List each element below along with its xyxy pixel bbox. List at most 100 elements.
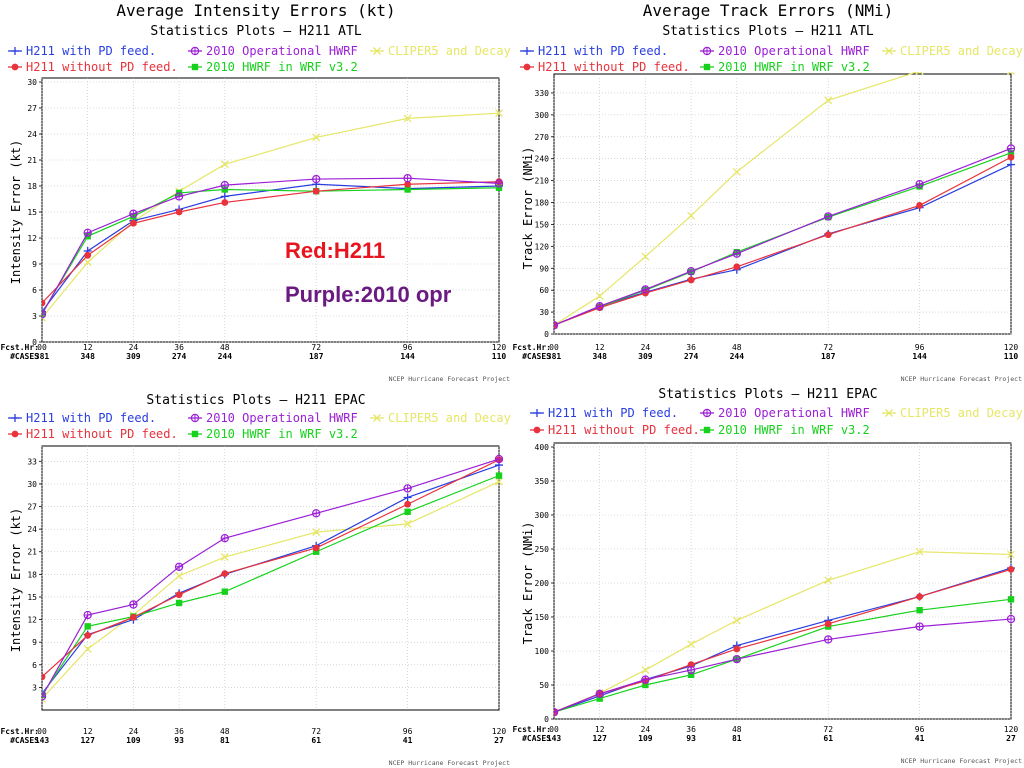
annotation-red-h211: Red:H211 [285,238,386,263]
x-marker [595,292,604,300]
y-tick-label: 180 [535,199,550,208]
cases-label: #CASES [522,352,551,361]
circle-plus-marker-cross [496,456,502,463]
circle-plus-marker [1006,144,1015,153]
circle-plus-marker-cross [84,229,91,236]
x-tick-label: 00 [37,727,47,736]
y-tick-label: 9 [32,260,37,269]
dot-marker [1007,566,1015,573]
case-count: 81 [220,736,230,745]
credit-text: NCEP Hurricane Forecast Project [389,759,510,767]
y-tick-label: 350 [535,477,550,486]
circle-plus-marker-cross [404,175,411,182]
y-tick-label: 27 [27,503,37,512]
x-tick-label: 120 [492,727,507,736]
dot-marker [312,187,320,195]
y-tick-label: 210 [535,177,550,186]
dot-marker [824,231,832,239]
y-tick-label: 30 [539,308,549,317]
case-count: 143 [547,734,562,743]
circle-plus-marker-cross [496,180,502,187]
y-tick-label: 150 [535,613,550,622]
x-tick-label: 00 [37,343,47,352]
circle-plus-marker [641,285,650,294]
circle-plus-marker [554,321,559,330]
legend-label: H211 with PD feed. [26,44,156,58]
series-cross [554,72,1015,330]
circle-plus-marker-cross [704,48,710,54]
chart-title: Average Track Errors (NMi) [643,1,893,20]
circle-plus-marker-cross [313,176,320,183]
legend-entry: CLIPER5 and Decay-S [882,406,1024,420]
dot-marker [404,500,411,508]
case-count: 244 [730,352,745,361]
dot-marker [312,544,320,552]
circle-plus-marker [129,600,138,609]
x-marker [373,47,381,55]
y-tick-label: 60 [539,286,549,295]
legend-entry: H211 with PD feed. [8,44,156,58]
case-count: 381 [547,352,562,361]
legend-entry: H211 without PD feed. [530,423,700,437]
legend-label: CLIPER5 and Decay-S [900,44,1024,58]
y-tick-label: 6 [32,286,37,295]
y-tick-label: 90 [539,264,549,273]
x-marker [687,640,696,649]
series-plus [554,160,1015,330]
circle-plus-marker-cross [221,182,228,189]
x-marker [83,644,92,653]
circle-plus-marker [732,249,741,258]
y-tick-label: 30 [27,480,37,489]
dot-marker [1007,153,1015,161]
circle-plus-marker [915,180,924,189]
square-marker [642,681,649,689]
dot-marker [916,202,923,209]
circle-plus-marker [220,533,229,543]
circle-plus-marker-cross [688,667,695,674]
series-line [42,183,500,313]
cases-label: #CASES [10,352,39,361]
x-tick-label: 120 [1004,725,1019,734]
chart-subtitle: Statistics Plots – H211 ATL [150,24,361,39]
square-marker [175,599,183,607]
legend-label: 2010 HWRF in WRF v3.2 [206,427,358,441]
circle-plus-marker-cross [130,601,137,608]
circle-plus-marker-cross [916,623,923,630]
square-marker [687,671,695,678]
case-count: 274 [684,352,699,361]
legend-entry: 2010 Operational HWRF [188,411,358,425]
legend-label: 2010 Operational HWRF [206,44,358,58]
x-marker [403,114,412,123]
series-line [554,551,1012,713]
legend-label: 2010 Operational HWRF [718,406,870,420]
x-tick-label: 36 [174,343,184,352]
dot-marker [11,63,19,71]
series-line [554,72,919,326]
case-count: 381 [35,352,50,361]
legend-label: 2010 Operational HWRF [718,44,870,58]
y-tick-label: 15 [27,208,37,217]
x-tick-label: 96 [915,343,925,352]
chart-subtitle: Statistics Plots – H211 EPAC [146,393,365,408]
x-tick-label: 120 [1004,343,1019,352]
x-tick-label: 96 [403,727,413,736]
case-count: 187 [309,352,324,361]
chart-svg: Average Intensity Errors (kt)Statistics … [0,393,512,767]
x-tick-label: 72 [823,725,833,734]
x-marker [1007,72,1015,76]
y-tick-label: 24 [27,130,37,139]
y-tick-label: 200 [535,579,550,588]
dot-marker [130,219,137,227]
x-marker [495,109,503,118]
series-circle-plus [554,614,1015,717]
circle-plus-marker-cross [596,303,603,310]
y-tick-label: 50 [539,681,549,690]
circle-plus-marker-cross [176,563,183,570]
circle-plus-marker [686,266,696,276]
y-tick-label: 300 [535,511,550,520]
annotation-purple-2010-opr: Purple:2010 opr [285,282,452,307]
square-marker [703,426,711,434]
plot-frame [41,445,500,711]
x-tick-label: 36 [686,343,696,352]
dot-marker [42,673,46,681]
